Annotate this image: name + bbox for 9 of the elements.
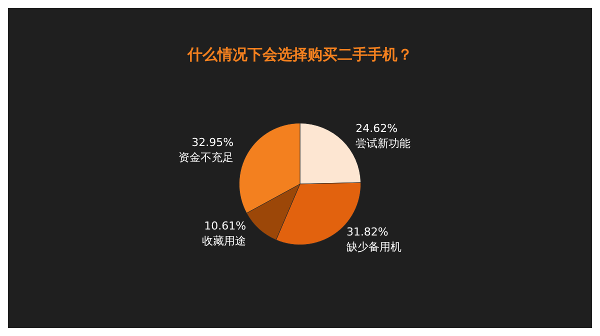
data-label: 31.82% bbox=[346, 225, 388, 238]
data-label: 32.95% bbox=[192, 136, 234, 149]
data-label: 24.62% bbox=[356, 122, 398, 136]
chart-title: 什么情况下会选择购买二手手机？ bbox=[186, 46, 412, 64]
slice-label: 尝试新功能 bbox=[356, 137, 411, 150]
data-label: 10.61% bbox=[204, 219, 246, 232]
slice-label: 缺少备用机 bbox=[346, 240, 402, 254]
slice-label: 收藏用途 bbox=[202, 234, 246, 248]
slice-label: 资金不充足 bbox=[178, 150, 234, 164]
